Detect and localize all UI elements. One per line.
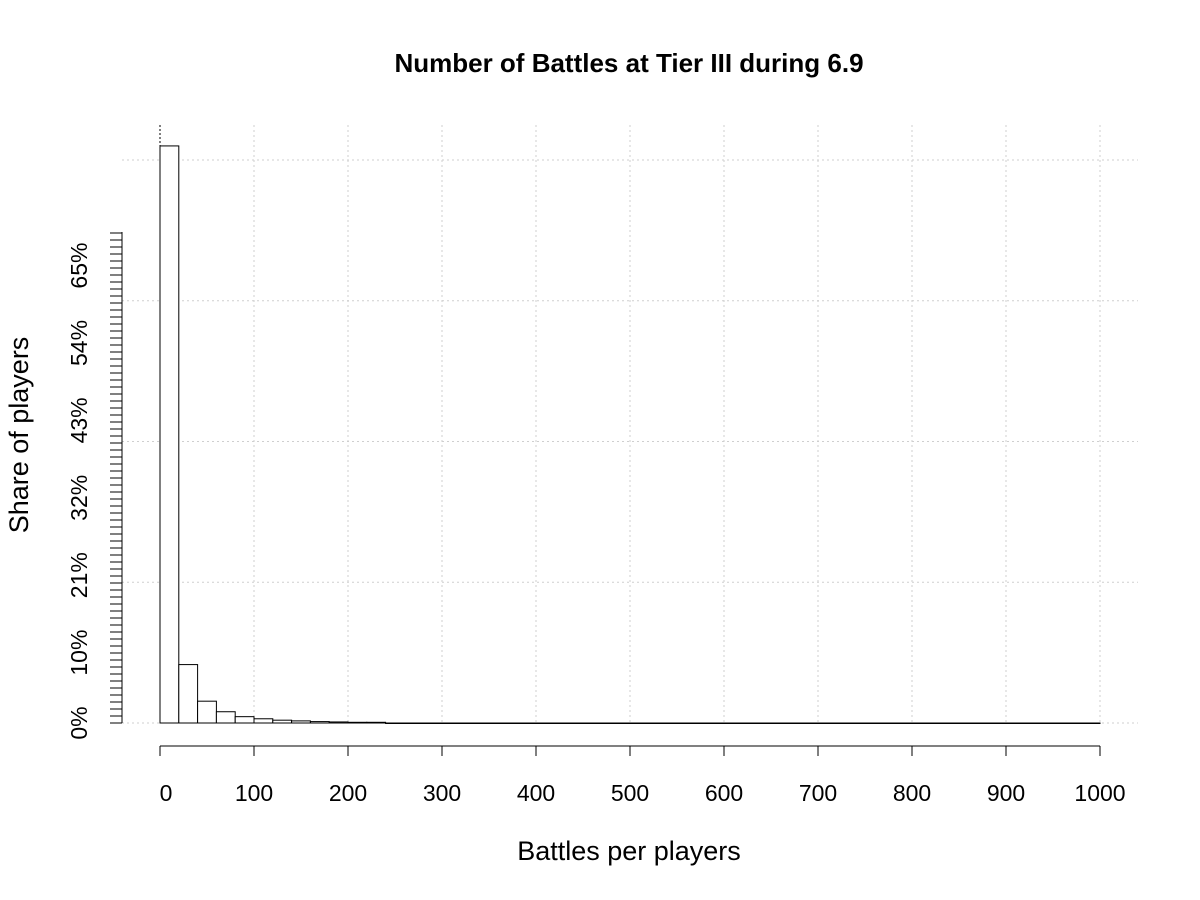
x-tick-label: 900 [987, 780, 1025, 806]
histogram-bar [178, 664, 199, 724]
histogram-bar [159, 145, 180, 724]
y-tick-label: 21% [66, 552, 92, 598]
y-axis-title: Share of players [4, 337, 34, 534]
x-tick-label: 0 [160, 780, 173, 806]
x-tick-label: 400 [517, 780, 555, 806]
histogram-bar [197, 700, 217, 724]
y-tick-label: 0% [66, 706, 92, 739]
histogram-bars [159, 145, 1101, 724]
histogram-bar [215, 711, 236, 724]
x-axis-title: Battles per players [517, 836, 741, 866]
x-tick-label: 600 [705, 780, 743, 806]
y-axis: 0% 10% 21% 32% 43% 54% 65% [66, 232, 123, 740]
x-axis: 0 100 200 300 400 500 600 700 800 900 1000 [159, 745, 1126, 806]
x-tick-label: 800 [893, 780, 931, 806]
x-tick-label: 200 [329, 780, 367, 806]
y-tick-label: 54% [66, 320, 92, 366]
chart-title: Number of Battles at Tier III during 6.9 [394, 48, 863, 78]
grid-lines [122, 125, 1138, 724]
x-tick-label: 300 [423, 780, 461, 806]
histogram-bar [253, 718, 274, 724]
y-tick-label: 10% [66, 630, 92, 676]
x-tick-label: 700 [799, 780, 837, 806]
x-tick-label: 1000 [1074, 780, 1125, 806]
histogram-bar [234, 716, 255, 724]
y-tick-label: 32% [66, 475, 92, 521]
y-tick-label: 43% [66, 397, 92, 443]
x-tick-label: 100 [235, 780, 273, 806]
x-tick-label: 500 [611, 780, 649, 806]
y-tick-label: 65% [66, 243, 92, 289]
